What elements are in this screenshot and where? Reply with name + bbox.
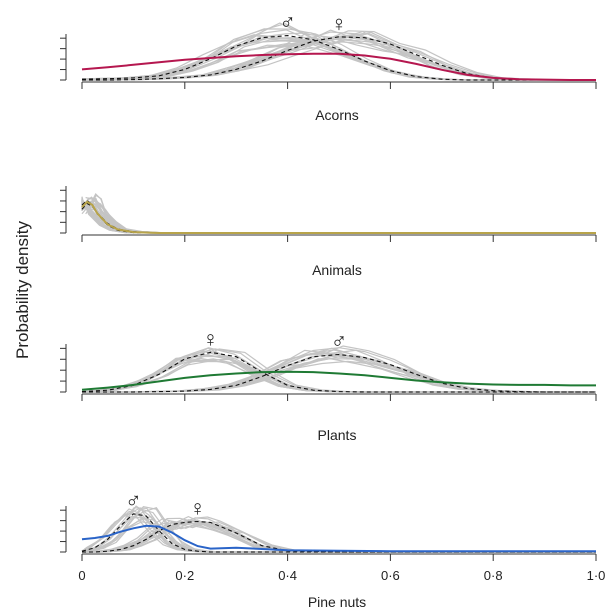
population-density-line <box>81 524 596 553</box>
posterior-draw-line <box>81 203 596 234</box>
x-axis-label: Pine nuts <box>308 594 366 610</box>
posterior-draw-line <box>90 203 596 234</box>
posterior-draw-line <box>81 203 591 234</box>
female-symbol: ♀ <box>202 326 219 351</box>
posterior-draw-line <box>81 200 589 234</box>
panel-0: ♂ ♀ Acorns <box>60 10 597 123</box>
x-tick-label: 0 <box>78 568 85 583</box>
female-symbol: ♀ <box>331 11 348 36</box>
posterior-draw-line <box>81 196 588 234</box>
posterior-draw-line <box>82 207 596 234</box>
posterior-draw-line <box>81 200 589 234</box>
posterior-draw-line <box>89 193 596 234</box>
male-density-line <box>82 353 596 393</box>
male-symbol: ♂ <box>125 488 142 513</box>
panel-title: Plants <box>318 427 357 443</box>
x-tick-label: 0·4 <box>278 568 297 583</box>
posterior-draw-line <box>86 208 596 234</box>
posterior-draw-line <box>89 197 596 234</box>
x-tick-label: 0·8 <box>484 568 503 583</box>
x-tick-label: 0·2 <box>175 568 194 583</box>
posterior-draw-line <box>81 199 589 234</box>
posterior-draw-line <box>87 202 596 234</box>
male-density-line <box>81 35 596 81</box>
population-density-line <box>81 370 596 391</box>
posterior-draw-line <box>89 199 596 234</box>
posterior-draw-line <box>81 198 588 234</box>
panel-3: 0 0·2 0·4 0·6 0·8 1·0 ♂ ♀ <box>60 488 605 583</box>
posterior-draw-line <box>81 201 588 234</box>
population-density-line <box>81 52 596 81</box>
posterior-draw-line <box>81 205 594 234</box>
posterior-draw-line <box>83 197 596 234</box>
posterior-draw-line <box>84 357 596 393</box>
panel-title: Acorns <box>315 107 359 123</box>
posterior-draw-line <box>86 200 596 234</box>
posterior-draw-line <box>85 205 596 234</box>
male-symbol: ♂ <box>331 328 348 353</box>
x-tick-label: 0·6 <box>381 568 400 583</box>
posterior-draw-line <box>85 196 596 234</box>
posterior-draw-line <box>86 358 596 393</box>
panel-title: Animals <box>312 262 362 278</box>
panel-1: Animals <box>60 186 597 278</box>
posterior-draw-line <box>84 204 596 234</box>
panel-2: ♀ ♂ Plants <box>60 326 597 443</box>
y-axis-label: Probability density <box>13 221 32 359</box>
posterior-draw-line <box>81 203 593 234</box>
posterior-draw-line <box>81 359 587 393</box>
posterior-draw-line <box>90 203 596 234</box>
posterior-draw-line <box>81 205 596 234</box>
male-symbol: ♂ <box>279 10 296 35</box>
female-density-line <box>81 351 596 393</box>
posterior-draw-line <box>87 202 596 234</box>
x-tick-label: 1·0 <box>587 568 606 583</box>
male-density-line <box>81 199 596 234</box>
population-density-line <box>81 200 596 234</box>
female-density-line <box>82 520 596 553</box>
posterior-draw-line <box>84 358 596 393</box>
female-density-line <box>81 202 596 234</box>
posterior-draw-line <box>90 194 596 234</box>
posterior-draw-line <box>85 196 596 234</box>
posterior-draw-line <box>81 200 592 234</box>
female-symbol: ♀ <box>189 496 206 521</box>
posterior-draw-line <box>82 515 587 553</box>
